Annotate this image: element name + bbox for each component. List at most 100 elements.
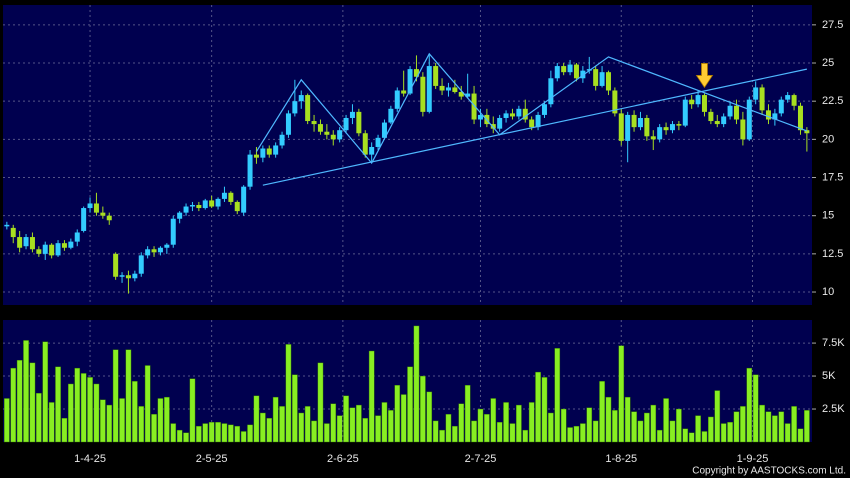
candle-body (561, 66, 567, 73)
volume-bar (727, 422, 733, 443)
volume-bar (407, 366, 413, 443)
x-tick-label: 2-6-25 (327, 453, 359, 465)
volume-bar (624, 396, 631, 443)
volume-bar (74, 367, 81, 443)
y-tick-label: 20 (822, 133, 834, 145)
volume-bar (637, 420, 644, 443)
candle-body (228, 192, 234, 202)
volume-bar (458, 403, 465, 443)
volume-bar (125, 349, 132, 443)
candle-body (695, 95, 701, 105)
candle-body (497, 117, 503, 129)
candle-body (541, 104, 547, 115)
volume-bar (272, 396, 279, 443)
candle-body (189, 205, 195, 207)
volume-bar (330, 403, 337, 443)
volume-bar (68, 383, 74, 443)
volume-bar (189, 378, 196, 443)
candle-body (337, 130, 343, 140)
candle-body (343, 117, 349, 131)
volume-bar (247, 424, 253, 443)
candle-body (477, 114, 483, 120)
trend-line (262, 68, 808, 186)
candle-body (657, 127, 663, 140)
volume-bar (688, 432, 695, 443)
volume-bar (452, 425, 458, 443)
candle-body (369, 146, 375, 155)
volume-bar (656, 429, 663, 443)
candle-body (746, 99, 752, 140)
candle-body (708, 111, 714, 122)
candle-body (554, 66, 560, 79)
volume-bar (759, 404, 765, 443)
volume-bar (804, 410, 810, 443)
volume-bar (311, 420, 317, 443)
volume-bar (292, 374, 298, 443)
candle-body (458, 92, 464, 97)
candle-body (516, 108, 522, 117)
volume-bar (778, 411, 785, 443)
candle-body (49, 244, 55, 256)
candle-body (689, 99, 695, 105)
volume-bar (394, 385, 401, 443)
x-tick-label: 1-4-25 (74, 453, 106, 465)
candle-body (529, 119, 535, 128)
volume-bar (362, 418, 369, 443)
volume-bar (4, 398, 10, 443)
volume-bar (42, 341, 49, 443)
candle-body (145, 249, 151, 256)
candle-body (593, 69, 599, 86)
candle-body (81, 208, 87, 231)
y-tick-label: 12.5 (822, 248, 843, 260)
candle-body (61, 243, 67, 248)
y-tick-label: 5K (822, 370, 836, 382)
volume-bar (471, 420, 477, 443)
candle-body (599, 72, 605, 86)
candle-body (625, 114, 631, 141)
volume-bar (535, 371, 541, 443)
volume-bar (298, 412, 305, 443)
volume-bar (528, 402, 535, 443)
volume-bar (157, 398, 164, 443)
volume-bar (138, 406, 145, 443)
volume-bar (400, 394, 407, 443)
volume-bar (343, 395, 349, 443)
volume-bar (93, 383, 100, 443)
volume-bar (375, 415, 381, 443)
candle-body (234, 201, 240, 212)
candle-body (221, 192, 227, 199)
candle-body (36, 249, 42, 254)
candle-body (605, 72, 611, 91)
candle-body (209, 200, 215, 207)
volume-bar (208, 422, 215, 443)
volume-bar (548, 412, 554, 443)
candle-body (407, 69, 413, 94)
volume-bar (234, 425, 241, 443)
price-panel (3, 5, 812, 305)
volume-bar (567, 427, 573, 443)
volume-bar (304, 406, 311, 443)
volume-bar (663, 398, 669, 443)
candle-body (279, 134, 285, 146)
candle-body (324, 131, 330, 135)
copyright: Copyright by AASTOCKS.com Ltd. (692, 466, 846, 477)
candle-body (797, 105, 803, 131)
candle-body (266, 148, 272, 155)
candle-body (445, 87, 451, 91)
candle-body (196, 205, 202, 209)
candle-body (580, 70, 586, 79)
volume-bar (701, 431, 708, 443)
volume-bar (650, 404, 657, 443)
volume-bar (477, 408, 484, 443)
x-tick-label: 1-9-25 (737, 453, 769, 465)
candle-body (177, 212, 183, 219)
volume-bar (752, 374, 759, 443)
candle-body (727, 105, 733, 117)
candle-body (317, 124, 323, 132)
candle-body (426, 66, 432, 112)
y-tick-label: 22.5 (822, 95, 843, 107)
volume-bar (791, 406, 797, 443)
candle-body (4, 224, 10, 227)
candle-body (535, 114, 541, 128)
